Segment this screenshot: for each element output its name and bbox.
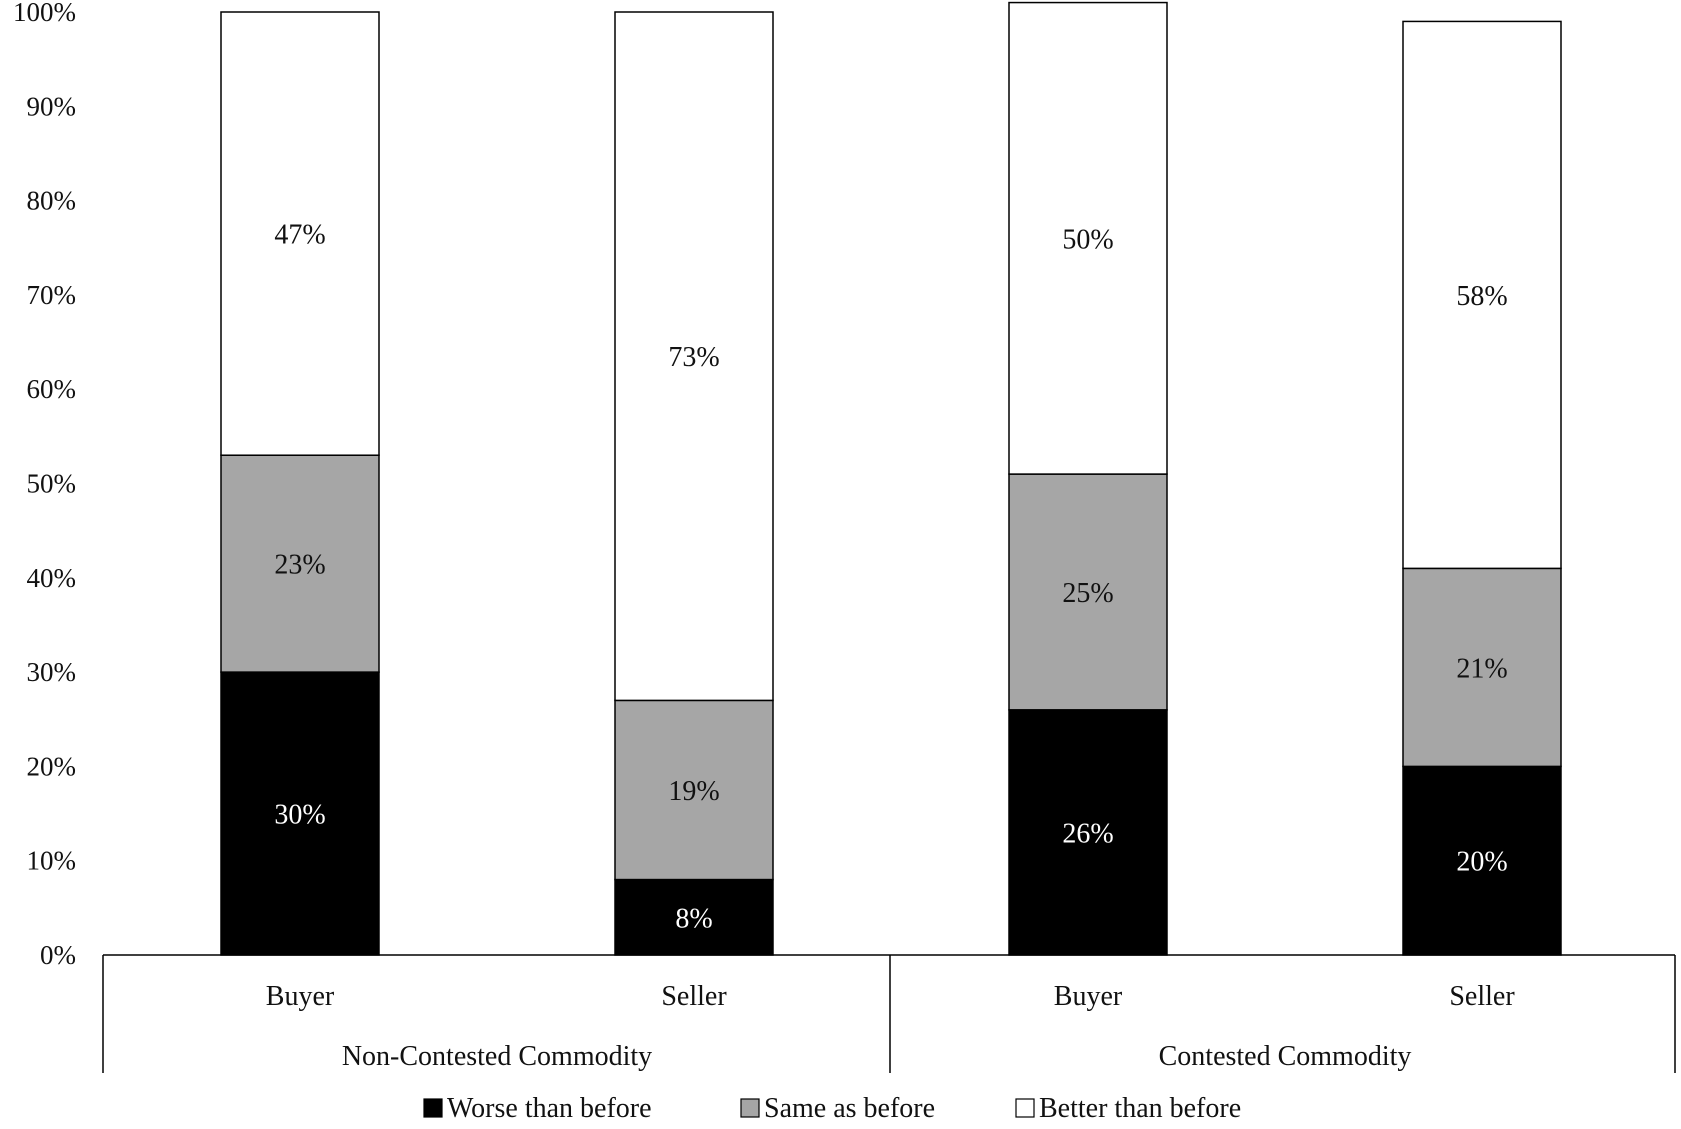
bar-worse-segment [1402,765,1562,956]
y-tick-label: 90% [27,91,77,121]
bar-value-label: 30% [274,800,325,831]
y-tick-label: 50% [27,469,77,499]
bar-same-segment [614,699,774,881]
category-labels: Buyer Seller Buyer Seller [266,981,1516,1012]
y-tick-label: 0% [40,940,76,970]
bar-value-label: 21% [1456,653,1507,684]
bar-same-segment [220,454,380,673]
category-label: Buyer [266,981,335,1012]
bar-value-label: 50% [1062,224,1113,255]
y-tick-label: 10% [27,846,77,876]
bar-better-segment [220,11,380,456]
y-tick-label: 20% [27,751,77,781]
legend-swatch [740,1098,760,1118]
group-label: Non-Contested Commodity [342,1041,652,1072]
bar-value-label: 73% [668,342,719,373]
bar-value-label: 47% [274,220,325,251]
bar-value-label: 58% [1456,281,1507,312]
bar-value-label: 19% [668,776,719,807]
y-tick-label: 100% [13,0,76,27]
bar-value-label: 25% [1062,578,1113,609]
legend: Worse than before Same as before Better th… [423,1093,1241,1124]
category-label: Seller [1449,981,1515,1012]
bars [220,1,1562,956]
bar-better-segment [614,11,774,702]
x-axis [102,954,1676,1073]
category-label: Buyer [1054,981,1123,1012]
bar-same-segment [1008,473,1168,711]
group-label: Contested Commodity [1159,1041,1412,1072]
y-tick-label: 60% [27,374,77,404]
bar-worse-segment [614,878,774,956]
bar-value-label: 23% [274,550,325,581]
group-labels: Non-Contested Commodity Contested Commodi… [342,1041,1412,1072]
bar-value-label: 8% [675,903,712,934]
legend-swatch [423,1098,443,1118]
y-axis-tick-labels: 0% 10% 20% 30% 40% 50% 60% 70% 80% 90% 100% [13,0,76,970]
bar-better-segment [1402,20,1562,570]
bar-value-label: 20% [1456,847,1507,878]
legend-label: Worse than before [447,1093,652,1124]
bar-value-label: 26% [1062,818,1113,849]
category-label: Seller [661,981,727,1012]
y-tick-label: 80% [27,186,77,216]
y-tick-label: 70% [27,280,77,310]
data-labels: 30% 23% 47% 8% 19% 73% 26% 25% 50% 20% 21% 58% [274,220,1507,935]
y-tick-label: 40% [27,563,77,593]
legend-label: Better than before [1039,1093,1241,1124]
bar-worse-segment [220,671,380,956]
bar-same-segment [1402,567,1562,768]
legend-label: Same as before [764,1093,935,1124]
legend-swatch [1015,1098,1035,1118]
y-tick-label: 30% [27,657,77,687]
bar-better-segment [1008,1,1168,475]
